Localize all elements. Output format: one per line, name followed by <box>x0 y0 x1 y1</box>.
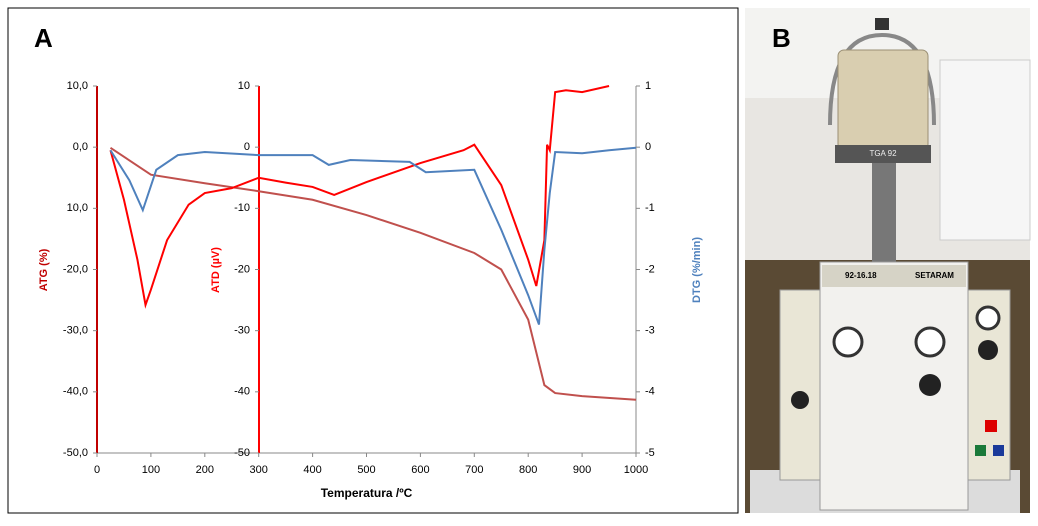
y-tick-label: -50,0 <box>63 447 88 459</box>
x-tick-label: 500 <box>357 464 375 476</box>
photo-knob <box>919 374 941 396</box>
y-tick-label: -20,0 <box>63 263 88 275</box>
y2-axis-label: ATD (µV) <box>210 247 222 293</box>
panel-label: A <box>34 23 53 53</box>
photo-nameplate <box>822 265 966 287</box>
photo-button <box>985 420 997 432</box>
x-tick-label: 200 <box>196 464 214 476</box>
x-axis-label: Temperatura /ºC <box>321 486 413 500</box>
y-tick-label: 0,0 <box>73 141 88 153</box>
photo-button <box>993 445 1004 456</box>
y2-tick-label: -20 <box>234 263 250 275</box>
x-tick-label: 600 <box>411 464 429 476</box>
panel-a-frame <box>7 7 739 514</box>
y2-tick-label: -50 <box>234 447 250 459</box>
photo-text: 92-16.18 <box>845 271 877 280</box>
series-line <box>109 146 637 401</box>
photo-gauge <box>832 326 864 358</box>
photo-knob <box>875 18 889 30</box>
y2-tick-label: 0 <box>244 141 250 153</box>
y3-axis-label: DTG (%/min) <box>691 237 703 303</box>
photo: TGA 92 92-16.18 SETARAM <box>745 8 1031 513</box>
y2-tick-label: -40 <box>234 386 250 398</box>
series-line <box>109 146 637 325</box>
y3-tick-label: -4 <box>645 386 655 398</box>
y3-tick-label: 0 <box>645 141 651 153</box>
y-axis-label: ATG (%) <box>38 248 50 291</box>
photo-board <box>939 59 1031 241</box>
x-tick-label: 1000 <box>624 464 648 476</box>
y3-tick-label: -2 <box>645 263 655 275</box>
photo-button <box>975 445 986 456</box>
y3-tick-label: -1 <box>645 202 655 214</box>
photo-gauge <box>975 305 1001 331</box>
x-tick-label: 0 <box>94 464 100 476</box>
y-tick-label: -40,0 <box>63 386 88 398</box>
y3-tick-label: -3 <box>645 325 655 337</box>
x-tick-label: 700 <box>465 464 483 476</box>
photo-handle <box>828 32 936 126</box>
x-tick-label: 400 <box>303 464 321 476</box>
x-tick-label: 300 <box>250 464 268 476</box>
photo-column <box>872 163 896 263</box>
photo-knob <box>978 340 998 360</box>
photo-front-panel <box>819 261 969 511</box>
photo-knob <box>791 391 809 409</box>
photo-gauge <box>914 326 946 358</box>
y-tick-label: 10,0 <box>67 80 88 92</box>
x-tick-label: 800 <box>519 464 537 476</box>
y3-tick-label: -5 <box>645 447 655 459</box>
series-line <box>109 85 610 309</box>
x-tick-label: 100 <box>142 464 160 476</box>
y2-tick-label: -30 <box>234 325 250 337</box>
panel-label: B <box>772 23 791 53</box>
y3-tick-label: 1 <box>645 80 651 92</box>
photo-text: TGA 92 <box>869 149 897 158</box>
photo-ring <box>835 145 931 163</box>
y-tick-label: 10,0 <box>67 202 88 214</box>
y-tick-label: -30,0 <box>63 325 88 337</box>
y2-tick-label: -10 <box>234 202 250 214</box>
x-tick-label: 900 <box>573 464 591 476</box>
y2-tick-label: 10 <box>238 80 250 92</box>
photo-cylinder <box>837 49 929 151</box>
photo-text: SETARAM <box>915 271 954 280</box>
